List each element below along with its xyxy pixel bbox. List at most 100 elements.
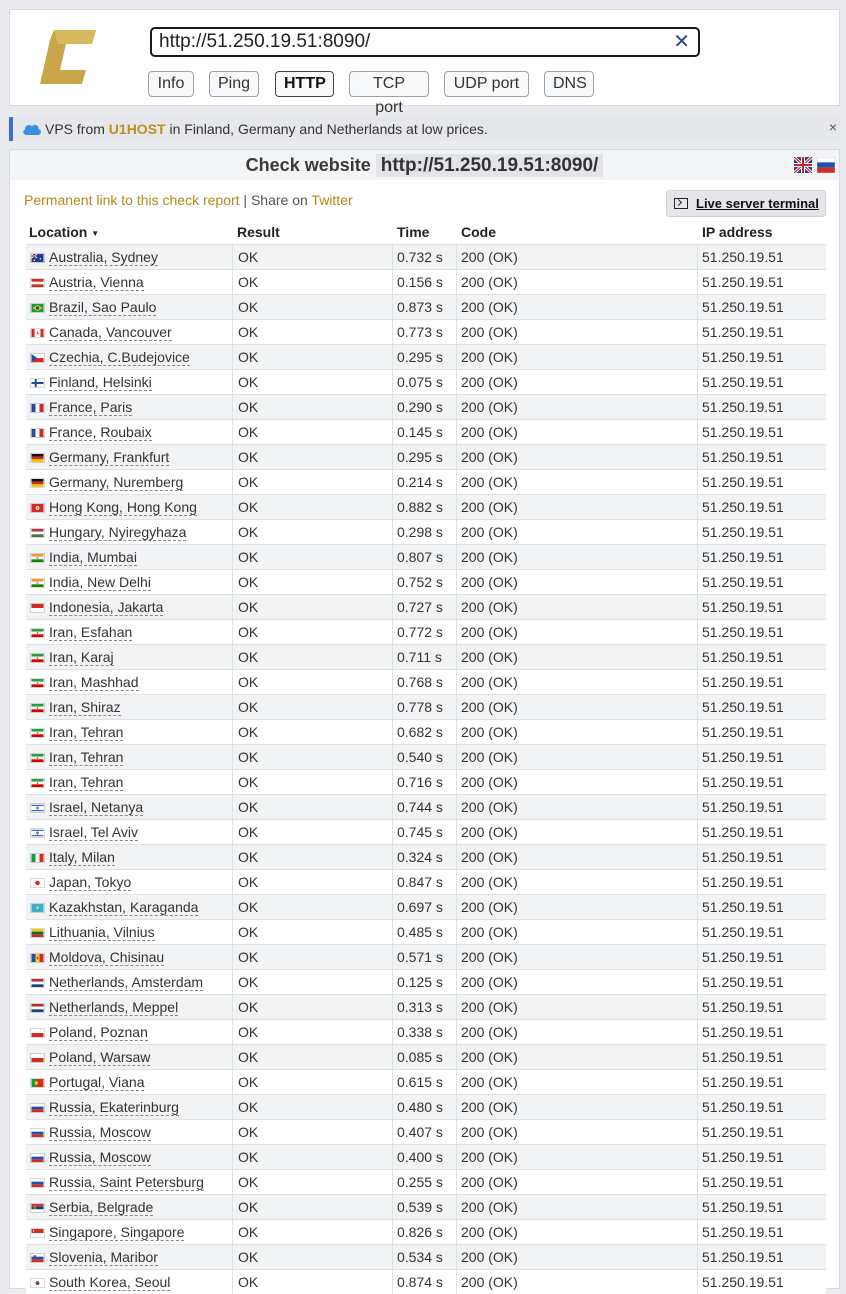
- result-cell: OK: [238, 299, 259, 315]
- time-cell: 0.752 s: [397, 574, 443, 590]
- time-cell: 0.075 s: [397, 374, 443, 390]
- logo-c-icon[interactable]: [36, 26, 100, 90]
- location-link[interactable]: Poland, Warsaw: [49, 1049, 151, 1066]
- tab-udp-port[interactable]: UDP port: [444, 71, 529, 97]
- ad-close-icon[interactable]: ×: [828, 119, 837, 135]
- location-link[interactable]: France, Paris: [49, 399, 133, 416]
- code-cell: 200 (OK): [461, 1149, 518, 1165]
- column-divider: [232, 1145, 233, 1169]
- uk-flag-icon[interactable]: [794, 157, 812, 173]
- column-divider: [392, 970, 393, 994]
- ip-cell: 51.250.19.51: [702, 1274, 784, 1290]
- result-cell: OK: [238, 799, 259, 815]
- nl-flag-icon: [30, 978, 45, 988]
- location-link[interactable]: Serbia, Belgrade: [49, 1199, 154, 1216]
- location-link[interactable]: Russia, Moscow: [49, 1149, 151, 1166]
- location-link[interactable]: Poland, Poznan: [49, 1024, 148, 1041]
- location-link[interactable]: Finland, Helsinki: [49, 374, 152, 391]
- ru-flag-icon[interactable]: [817, 157, 835, 173]
- location-link[interactable]: Iran, Esfahan: [49, 624, 133, 641]
- column-divider: [392, 295, 393, 319]
- location-cell: Germany, Nuremberg: [30, 470, 230, 494]
- location-link[interactable]: Moldova, Chisinau: [49, 949, 165, 966]
- tab-dns[interactable]: DNS: [544, 71, 594, 97]
- location-link[interactable]: Japan, Tokyo: [49, 874, 132, 891]
- location-link[interactable]: Slovenia, Maribor: [49, 1249, 158, 1266]
- location-link[interactable]: Singapore, Singapore: [49, 1224, 185, 1241]
- location-link[interactable]: Canada, Vancouver: [49, 324, 172, 341]
- table-row: Hong Kong, Hong Kong OK 0.882 s 200 (OK) 51.…: [26, 494, 826, 519]
- location-link[interactable]: France, Roubaix: [49, 424, 152, 441]
- fi-flag-icon: [30, 378, 45, 388]
- location-link[interactable]: Indonesia, Jakarta: [49, 599, 164, 616]
- column-divider: [456, 595, 457, 619]
- ip-cell: 51.250.19.51: [702, 1124, 784, 1140]
- time-cell: 0.744 s: [397, 799, 443, 815]
- location-link[interactable]: Austria, Vienna: [49, 274, 144, 291]
- column-divider: [392, 495, 393, 519]
- location-link[interactable]: Russia, Saint Petersburg: [49, 1174, 204, 1191]
- location-link[interactable]: Russia, Ekaterinburg: [49, 1099, 179, 1116]
- location-link[interactable]: Israel, Netanya: [49, 799, 144, 816]
- location-link[interactable]: India, Mumbai: [49, 549, 137, 566]
- location-link[interactable]: Germany, Frankfurt: [49, 449, 170, 466]
- column-divider: [232, 770, 233, 794]
- location-link[interactable]: Germany, Nuremberg: [49, 474, 184, 491]
- location-cell: South Korea, Seoul: [30, 1270, 230, 1294]
- sg-flag-icon: [30, 1228, 45, 1238]
- location-link[interactable]: Portugal, Viana: [49, 1074, 145, 1091]
- result-cell: OK: [238, 699, 259, 715]
- location-link[interactable]: India, New Delhi: [49, 574, 151, 591]
- fr-flag-icon: [30, 403, 45, 413]
- table-row: Netherlands, Amsterdam OK 0.125 s 200 (OK) 5…: [26, 969, 826, 994]
- permalink-link[interactable]: Permanent link to this check report: [24, 192, 240, 208]
- location-link[interactable]: South Korea, Seoul: [49, 1274, 171, 1291]
- location-link[interactable]: Iran, Karaj: [49, 649, 114, 666]
- header-location[interactable]: Location ▼: [29, 224, 99, 240]
- location-link[interactable]: Iran, Shiraz: [49, 699, 121, 716]
- location-link[interactable]: Hungary, Nyiregyhaza: [49, 524, 187, 541]
- column-divider: [392, 420, 393, 444]
- tab-tcp-port[interactable]: TCP port: [349, 71, 429, 116]
- location-link[interactable]: Kazakhstan, Karaganda: [49, 899, 199, 916]
- time-cell: 0.407 s: [397, 1124, 443, 1140]
- ad-brand-link[interactable]: U1HOST: [108, 121, 166, 137]
- ad-banner[interactable]: VPS from U1HOST in Finland, Germany and …: [9, 117, 840, 141]
- table-row: Moldova, Chisinau OK 0.571 s 200 (OK) 51.250…: [26, 944, 826, 969]
- column-divider: [392, 720, 393, 744]
- time-cell: 0.539 s: [397, 1199, 443, 1215]
- location-link[interactable]: Israel, Tel Aviv: [49, 824, 138, 841]
- header-code: Code: [461, 224, 496, 240]
- location-link[interactable]: Lithuania, Vilnius: [49, 924, 155, 941]
- location-link[interactable]: Iran, Tehran: [49, 724, 124, 741]
- location-link[interactable]: Iran, Tehran: [49, 774, 124, 791]
- location-link[interactable]: Italy, Milan: [49, 849, 115, 866]
- location-link[interactable]: Brazil, Sao Paulo: [49, 299, 157, 316]
- column-divider: [232, 745, 233, 769]
- location-link[interactable]: Netherlands, Meppel: [49, 999, 179, 1016]
- location-link[interactable]: Iran, Mashhad: [49, 674, 139, 691]
- tab-ping[interactable]: Ping: [209, 71, 259, 97]
- column-divider: [232, 970, 233, 994]
- url-input[interactable]: http://51.250.19.51:8090/ ✕: [150, 27, 700, 57]
- time-cell: 0.571 s: [397, 949, 443, 965]
- column-divider: [697, 495, 698, 519]
- result-cell: OK: [238, 1024, 259, 1040]
- location-link[interactable]: Russia, Moscow: [49, 1124, 151, 1141]
- location-link[interactable]: Netherlands, Amsterdam: [49, 974, 204, 991]
- live-terminal-button[interactable]: Live server terminal: [666, 190, 826, 217]
- location-cell: Finland, Helsinki: [30, 370, 230, 394]
- tab-info[interactable]: Info: [148, 71, 194, 97]
- column-divider: [232, 1095, 233, 1119]
- results-table: Location ▼ Result Time Code IP address A…: [26, 222, 826, 1294]
- location-link[interactable]: Czechia, C.Budejovice: [49, 349, 190, 366]
- ir-flag-icon: [30, 628, 45, 638]
- header-time: Time: [397, 224, 430, 240]
- location-cell: Hungary, Nyiregyhaza: [30, 520, 230, 544]
- tab-http[interactable]: HTTP: [275, 71, 334, 97]
- location-link[interactable]: Hong Kong, Hong Kong: [49, 499, 197, 516]
- close-icon[interactable]: ✕: [673, 31, 690, 53]
- location-link[interactable]: Australia, Sydney: [49, 249, 158, 266]
- twitter-link[interactable]: Twitter: [311, 192, 353, 208]
- location-link[interactable]: Iran, Tehran: [49, 749, 124, 766]
